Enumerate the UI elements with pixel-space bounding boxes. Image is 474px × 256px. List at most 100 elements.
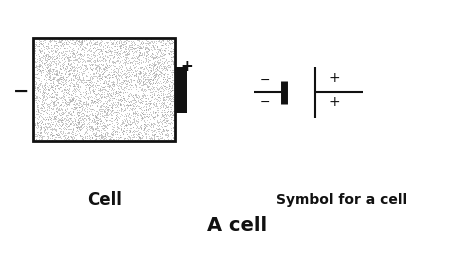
Point [41,38,48,42]
Point [77,112,84,116]
Point [116,70,124,74]
Point [141,71,148,75]
Point [148,95,155,99]
Point [76,92,83,97]
Point [170,82,177,87]
Point [122,123,129,127]
Point [91,74,99,78]
Point [145,123,153,127]
Point [143,114,150,118]
Point [132,69,140,73]
Point [91,67,99,71]
Point [168,103,176,107]
Point [72,122,80,126]
Point [69,46,77,50]
Point [53,113,61,117]
Point [123,72,130,76]
Point [133,74,140,79]
Point [134,99,141,103]
Point [39,70,46,74]
Point [57,71,64,75]
Point [53,72,60,77]
Point [71,133,79,137]
Point [163,110,171,114]
Point [51,114,58,119]
Point [53,56,61,60]
Point [143,136,150,140]
Point [64,111,72,115]
Point [31,86,39,90]
Point [55,71,63,76]
Point [56,96,64,100]
Point [31,48,38,52]
Point [73,110,81,114]
Point [89,71,97,75]
Point [84,121,91,125]
Point [140,82,148,86]
Point [161,88,168,92]
Point [145,132,152,136]
Point [54,109,61,113]
Point [53,78,61,82]
Point [69,55,76,59]
Point [82,80,89,84]
Point [150,75,158,79]
Point [52,78,60,82]
Point [90,46,97,50]
Point [105,62,113,67]
Point [124,75,131,79]
Point [151,77,159,81]
Point [78,114,86,118]
Point [79,114,86,118]
Point [153,89,160,93]
Point [79,102,87,106]
Point [52,95,60,99]
Point [117,97,125,101]
Point [62,93,70,97]
Point [38,48,46,52]
Point [61,108,68,112]
Point [102,68,110,72]
Point [150,45,158,49]
Point [43,73,51,77]
Point [80,116,88,121]
Point [137,50,144,54]
Point [151,110,159,114]
Point [166,102,173,106]
Point [116,54,123,58]
Point [38,120,46,124]
Point [121,119,129,123]
Point [136,69,144,73]
Point [71,131,79,135]
Point [145,62,152,66]
Point [38,55,46,59]
Point [129,112,137,116]
Point [71,76,79,80]
Point [34,108,42,112]
Point [55,69,63,73]
Point [116,98,124,102]
Point [160,102,168,106]
Point [62,42,69,46]
Point [169,47,176,51]
Point [46,101,54,105]
Point [54,124,62,128]
Point [65,127,73,132]
Point [115,40,123,44]
Point [167,55,175,59]
Point [119,131,127,135]
Point [33,87,41,91]
Point [143,54,151,58]
Point [142,50,150,55]
Point [150,109,157,113]
Point [153,67,161,71]
Point [58,77,65,81]
Point [112,113,119,117]
Point [143,45,151,49]
Point [52,93,60,97]
Point [47,49,55,53]
Point [34,98,42,102]
Point [135,57,142,61]
Point [135,100,143,104]
Point [79,111,86,115]
